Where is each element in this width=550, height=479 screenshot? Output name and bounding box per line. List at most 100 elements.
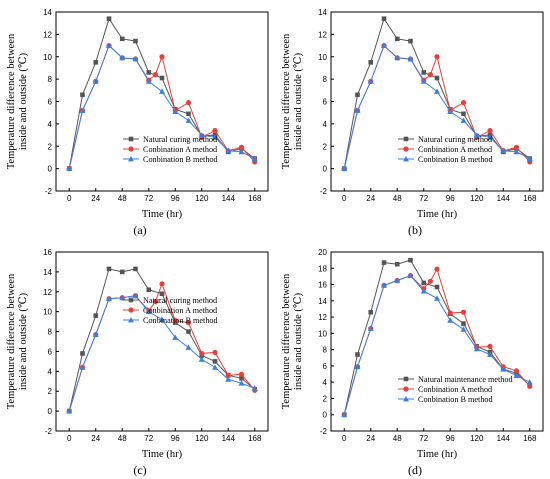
x-axis-ticks: 0 24 48 72 96 120 144 168 xyxy=(342,428,537,443)
x-axis-title: Time (hr) xyxy=(142,209,183,220)
data-point xyxy=(403,156,409,162)
y-tick-label: 2 xyxy=(48,387,53,396)
x-tick-label: 48 xyxy=(393,194,402,203)
x-tick-label: 144 xyxy=(497,194,511,203)
y-tick-label: 8 xyxy=(323,346,328,355)
data-point xyxy=(199,350,205,357)
data-point xyxy=(152,299,158,305)
legend-item-2: Conbination A method xyxy=(398,385,492,394)
legend-label: Conbination A method xyxy=(418,145,492,154)
data-point xyxy=(408,257,413,263)
x-tick-label: 120 xyxy=(470,434,484,443)
y-axis-ticks: -2 0 2 4 6 8 10 12 14 16 18 20 xyxy=(318,248,334,436)
x-tick-label: 168 xyxy=(523,434,537,443)
x-tick-label: 168 xyxy=(248,194,262,203)
data-point xyxy=(159,75,165,81)
y-tick-label: 2 xyxy=(323,394,328,403)
data-point xyxy=(128,156,134,162)
series-1 xyxy=(66,266,258,414)
x-tick-label: 96 xyxy=(171,434,180,443)
x-tick-label: 48 xyxy=(393,434,402,443)
data-point xyxy=(473,345,480,352)
data-point xyxy=(185,117,192,123)
data-point xyxy=(500,366,507,372)
y-axis-ticks: -2 0 2 4 6 8 10 12 14 16 xyxy=(43,248,59,436)
x-tick-label: 48 xyxy=(118,434,127,443)
x-tick-label: 120 xyxy=(195,434,209,443)
x-tick-label: 96 xyxy=(446,434,455,443)
chart-panel-a: -2 0 2 4 6 8 10 12 14 0 24 48 72 96 120 144 168 Time (hr)… xyxy=(0,0,275,239)
y-tick-label: 4 xyxy=(323,378,328,387)
data-point xyxy=(198,356,205,362)
data-point xyxy=(487,134,493,140)
x-tick-label: 24 xyxy=(91,434,100,443)
legend-label: Conbination B method xyxy=(418,155,493,164)
data-point xyxy=(500,147,507,154)
data-point xyxy=(186,329,191,334)
data-point xyxy=(526,379,533,385)
data-point xyxy=(487,343,493,349)
y-tick-label: 16 xyxy=(318,281,327,290)
x-tick-label: 0 xyxy=(67,194,72,203)
data-point xyxy=(381,16,387,22)
y-axis-title-line-1: Temperature difference between xyxy=(281,33,292,169)
legend-item-2: Conbination A method xyxy=(123,145,217,154)
data-point xyxy=(341,411,348,418)
y-tick-label: 6 xyxy=(323,362,328,371)
data-point xyxy=(132,292,139,299)
y-tick-label: 2 xyxy=(323,142,328,151)
y-axis-title: Temperature difference between inside and… xyxy=(6,273,29,409)
x-tick-label: 48 xyxy=(118,194,127,203)
data-point xyxy=(225,376,232,382)
y-axis-title-line-1: Temperature difference between xyxy=(281,273,292,409)
data-point xyxy=(421,280,427,286)
y-tick-label: 12 xyxy=(43,288,52,297)
data-point xyxy=(407,55,414,62)
data-point xyxy=(225,147,232,154)
plot-frame xyxy=(330,251,544,432)
data-point xyxy=(198,132,205,138)
data-point xyxy=(145,78,152,84)
data-point xyxy=(526,155,533,161)
y-tick-label: 6 xyxy=(48,98,53,107)
chart-panel-c: -2 0 2 4 6 8 10 12 14 16 0 24 48 72 96 120 144 168 Time (h… xyxy=(0,240,275,479)
legend-item-1: Natural curing method xyxy=(398,135,492,144)
legend-item-1: Natural curing method xyxy=(123,135,217,144)
y-axis-title-line-2: inside and outside (℃) xyxy=(293,292,304,390)
y-tick-label: 0 xyxy=(48,165,53,174)
y-axis-title-line-2: inside and outside (℃) xyxy=(18,52,29,150)
data-point xyxy=(172,334,179,340)
panel-caption: (a) xyxy=(133,223,146,237)
x-tick-label: 24 xyxy=(366,194,375,203)
data-point xyxy=(487,351,493,357)
y-axis-ticks: -2 0 2 4 6 8 10 12 14 xyxy=(43,8,59,196)
data-point xyxy=(212,364,218,370)
data-point xyxy=(394,277,401,283)
data-point xyxy=(238,371,245,377)
data-point xyxy=(132,55,139,62)
data-point xyxy=(128,307,134,313)
series-3 xyxy=(341,42,533,172)
y-tick-label: 6 xyxy=(48,347,53,356)
data-point xyxy=(354,363,361,370)
data-point xyxy=(381,42,387,48)
data-point xyxy=(461,111,466,117)
data-point xyxy=(185,100,192,106)
data-point xyxy=(152,72,158,78)
data-point xyxy=(355,352,360,357)
data-point xyxy=(66,165,73,172)
legend-item-3: Conbination B method xyxy=(123,155,218,164)
y-axis-ticks: -2 0 2 4 6 8 10 12 14 xyxy=(318,8,334,196)
legend-item-3: Conbination B method xyxy=(398,395,493,404)
data-point xyxy=(368,309,374,315)
data-point xyxy=(212,127,218,134)
y-axis-title-line-2: inside and outside (℃) xyxy=(18,292,29,390)
y-tick-label: 16 xyxy=(43,248,52,257)
data-point xyxy=(434,295,440,301)
data-point xyxy=(367,78,374,84)
data-point xyxy=(513,148,520,155)
data-point xyxy=(119,294,126,301)
data-point xyxy=(212,134,218,140)
